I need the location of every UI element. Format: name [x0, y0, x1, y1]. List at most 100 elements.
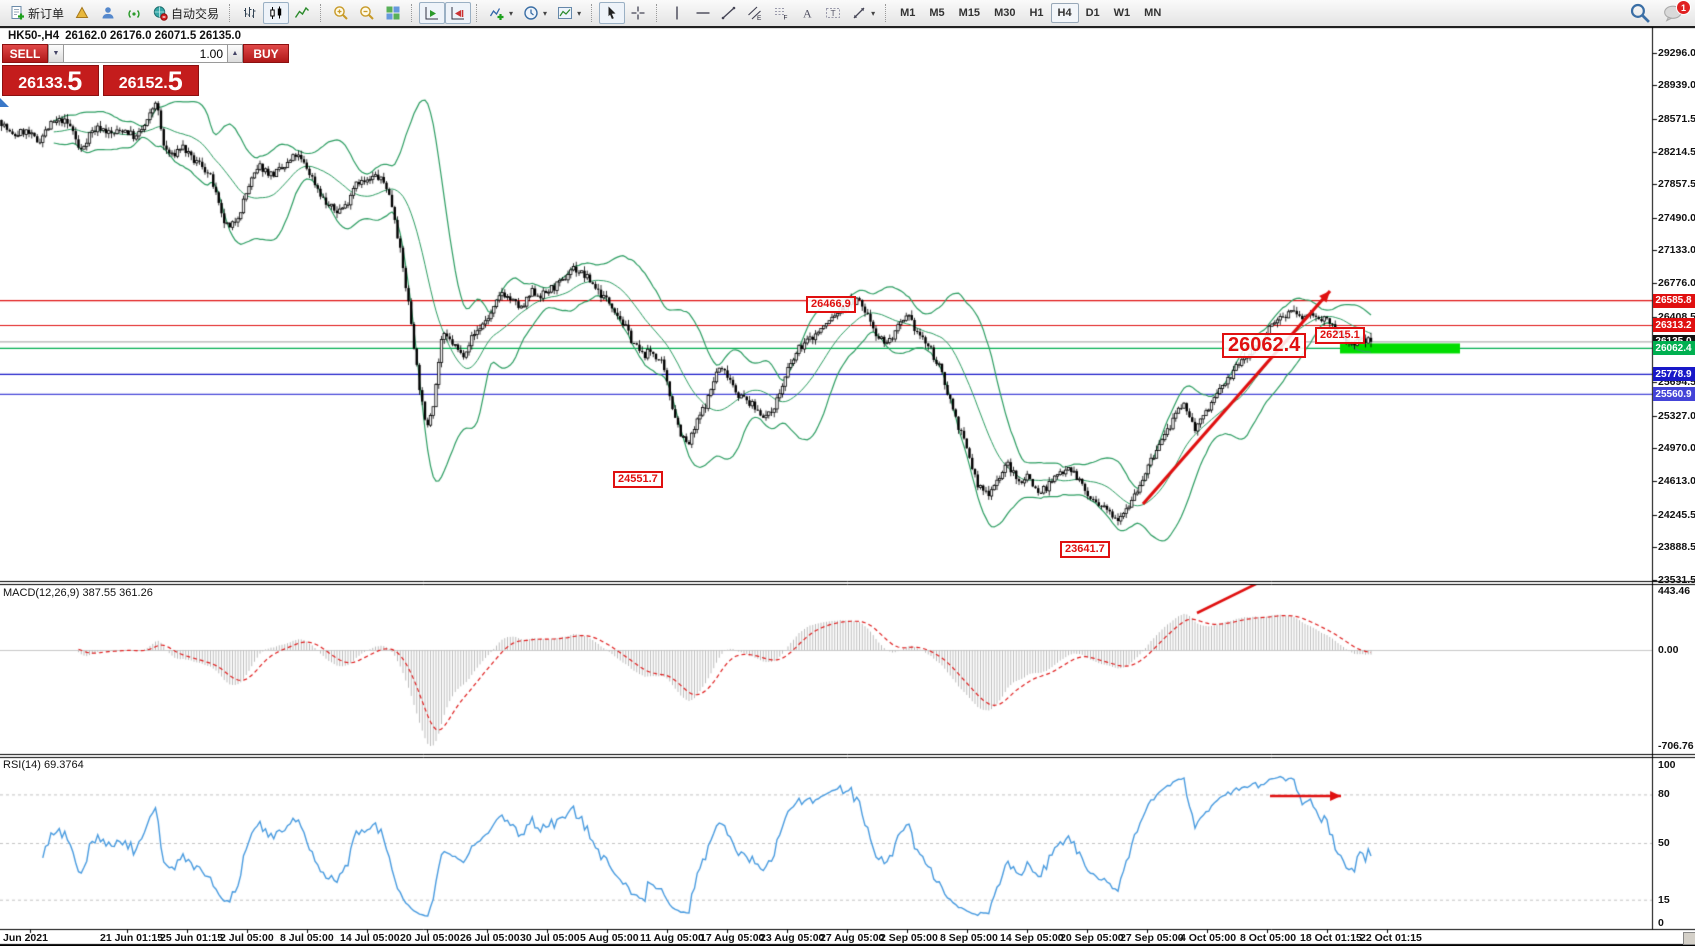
vertical-line-button[interactable] [664, 2, 690, 24]
toolbar-separator [591, 4, 594, 22]
templates-button[interactable]: ▾ [552, 2, 586, 24]
signals-button[interactable] [121, 2, 147, 24]
auto-scroll-button[interactable] [419, 2, 446, 24]
price-tick-label: 27490.0 [1658, 211, 1695, 224]
svg-text:A: A [803, 7, 812, 21]
price-tick-label: 27857.5 [1658, 178, 1695, 191]
text-button[interactable]: A [794, 2, 820, 24]
time-axis-label: 30 Jul 05:00 [520, 932, 580, 944]
bar-chart-button[interactable] [237, 2, 263, 24]
buy-button[interactable]: BUY [243, 44, 289, 63]
buy-price-display[interactable]: 26152. 5 [102, 65, 199, 96]
equidistant-channel-button[interactable]: E [742, 2, 768, 24]
sell-price-display[interactable]: 26133. 5 [2, 65, 99, 96]
macd-scale-label: 443.46 [1658, 585, 1691, 597]
line-chart-button[interactable] [289, 2, 315, 24]
price-tick-label: 28571.5 [1658, 112, 1695, 125]
linechart-icon [294, 5, 310, 21]
profiles-button[interactable] [69, 2, 95, 24]
price-tick-label: 24970.0 [1658, 442, 1695, 455]
chart-annotation[interactable]: 24551.7 [613, 471, 663, 488]
macd-indicator-label: MACD(12,26,9) 387.55 361.26 [3, 587, 153, 599]
chart-annotation[interactable]: 26215.1 [1315, 327, 1365, 344]
trade-panel-corner-expander[interactable] [0, 98, 9, 107]
chart-shift-button[interactable] [445, 2, 472, 24]
fibonacci-button[interactable]: F [768, 2, 794, 24]
volume-increase-button[interactable]: ▲ [227, 44, 243, 63]
indicators-list-button[interactable]: ▾ [484, 2, 518, 24]
notifications-button[interactable]: 1 [1663, 0, 1691, 23]
timeframe-m5-button[interactable]: M5 [922, 3, 951, 23]
chart-annotation[interactable]: 26466.9 [806, 296, 856, 313]
price-tick-label: 27133.0 [1658, 244, 1695, 257]
periods-button[interactable]: ▾ [518, 2, 552, 24]
scroll-corner [1683, 932, 1695, 945]
timeframe-h1-button[interactable]: H1 [1022, 3, 1050, 23]
ohlc-values: 26162.0 26176.0 26071.5 26135.0 [65, 30, 242, 42]
rsi-indicator-label: RSI(14) 69.3764 [3, 759, 84, 771]
toolbar-separator [411, 4, 414, 22]
time-axis-label: 25 Jun 01:15 [160, 932, 224, 944]
new-order-button[interactable]: 新订单 [4, 2, 69, 24]
chevron-down-icon: ▾ [543, 8, 548, 18]
volume-input[interactable] [64, 44, 227, 63]
rsi-scale-label: 0 [1658, 917, 1664, 929]
svg-text:E: E [757, 15, 762, 21]
tile-windows-button[interactable] [380, 2, 406, 24]
chevron-down-icon: ▾ [509, 8, 514, 18]
channel-icon: E [747, 5, 763, 21]
rsi-scale-label: 50 [1658, 837, 1670, 849]
crosshair-button[interactable] [625, 2, 651, 24]
time-axis-label: Jun 2021 [3, 932, 48, 944]
time-axis-label: 2 Jul 05:00 [220, 932, 274, 944]
price-tick-label: 23531.5 [1658, 574, 1695, 586]
globe-icon [152, 5, 168, 21]
price-tick-label: 29296.0 [1658, 46, 1695, 59]
chart-annotation[interactable]: 26062.4 [1222, 333, 1307, 358]
timeframe-m1-button[interactable]: M1 [893, 3, 922, 23]
search-button[interactable] [1629, 3, 1651, 23]
time-axis-label: 4 Oct 05:00 [1180, 932, 1237, 944]
time-axis-label: 8 Oct 05:00 [1240, 932, 1297, 944]
autotrading-button[interactable]: 自动交易 [147, 2, 224, 24]
timeframe-h4-button[interactable]: H4 [1050, 3, 1079, 23]
terminal-button[interactable] [95, 2, 121, 24]
sell-button[interactable]: SELL [2, 44, 48, 63]
time-axis-label: 22 Oct 01:15 [1360, 932, 1422, 944]
cursor-button[interactable] [599, 2, 626, 24]
timeframe-mn-button[interactable]: MN [1137, 3, 1168, 23]
toolbar-separator [320, 4, 323, 22]
time-axis-label: 20 Sep 05:00 [1060, 932, 1124, 944]
zoom-out-button[interactable] [354, 2, 380, 24]
price-line-label: 26062.4 [1652, 341, 1695, 356]
arrows-button[interactable]: ▾ [846, 2, 880, 24]
timeframe-m30-button[interactable]: M30 [987, 3, 1022, 23]
volume-decrease-button[interactable]: ▼ [48, 44, 64, 63]
time-axis-label: 18 Oct 01:15 [1300, 932, 1362, 944]
timeframe-d1-button[interactable]: D1 [1079, 3, 1107, 23]
time-axis-label: 27 Sep 05:00 [1120, 932, 1184, 944]
timeframe-w1-button[interactable]: W1 [1107, 3, 1138, 23]
clock-icon [523, 5, 539, 21]
text-label-button[interactable]: T [820, 2, 846, 24]
horizontal-line-button[interactable] [690, 2, 716, 24]
template-icon [557, 5, 573, 21]
macd-scale-label: 0.00 [1658, 644, 1679, 656]
price-line-label: 25778.9 [1652, 367, 1695, 382]
timeframe-m15-button[interactable]: M15 [952, 3, 987, 23]
doc-plus-icon [9, 5, 25, 21]
chart-annotation[interactable]: 23641.7 [1060, 541, 1110, 558]
sell-price-main: 26133. [18, 75, 68, 92]
time-axis-label: 11 Aug 05:00 [640, 932, 704, 944]
time-axis-label: 8 Sep 05:00 [940, 932, 998, 944]
main-toolbar: 新订单 自动交易 ▾ ▾ ▾ E F A T ▾ M1 M5 M15 M30 H1 H4 D1 W1 MN [0, 0, 1695, 26]
zoom-in-button[interactable] [328, 2, 354, 24]
fibo-icon: F [773, 5, 789, 21]
trendline-button[interactable] [716, 2, 742, 24]
time-axis-label: 17 Aug 05:00 [700, 932, 765, 944]
price-tick-label: 25327.0 [1658, 409, 1695, 422]
candlestick-chart-button[interactable] [263, 2, 290, 24]
bars-icon [242, 5, 258, 21]
